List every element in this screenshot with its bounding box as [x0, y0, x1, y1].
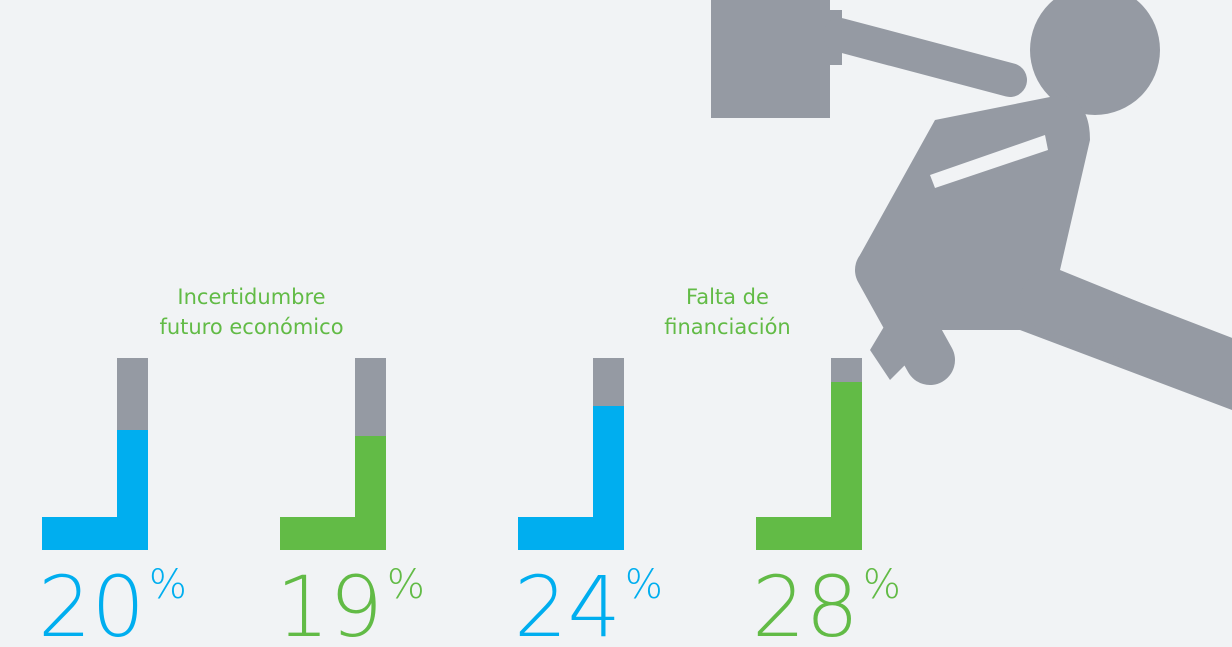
bar: [355, 436, 386, 550]
category-line: Incertidumbre: [177, 285, 325, 309]
runner-figure: [711, 0, 1232, 410]
category-label: Incertidumbre futuro económico: [159, 285, 343, 339]
value-unit: %: [625, 562, 663, 608]
value-number: 20: [38, 558, 145, 647]
value-unit: %: [387, 562, 425, 608]
bar: [593, 406, 624, 550]
bar: [831, 382, 862, 550]
value-unit: %: [863, 562, 901, 608]
value-number: 19: [276, 558, 383, 647]
category-label: Falta de financiación: [664, 285, 791, 339]
category-line: Falta de: [686, 285, 769, 309]
value-label: 20%: [38, 558, 187, 647]
bar: [117, 430, 148, 550]
category-line: financiación: [664, 315, 791, 339]
value-label: 19%: [276, 558, 425, 647]
value-label: 28%: [752, 558, 901, 647]
value-label: 24%: [514, 558, 663, 647]
value-unit: %: [149, 562, 187, 608]
value-number: 28: [752, 558, 859, 647]
value-number: 24: [514, 558, 621, 647]
category-line: futuro económico: [159, 315, 343, 339]
